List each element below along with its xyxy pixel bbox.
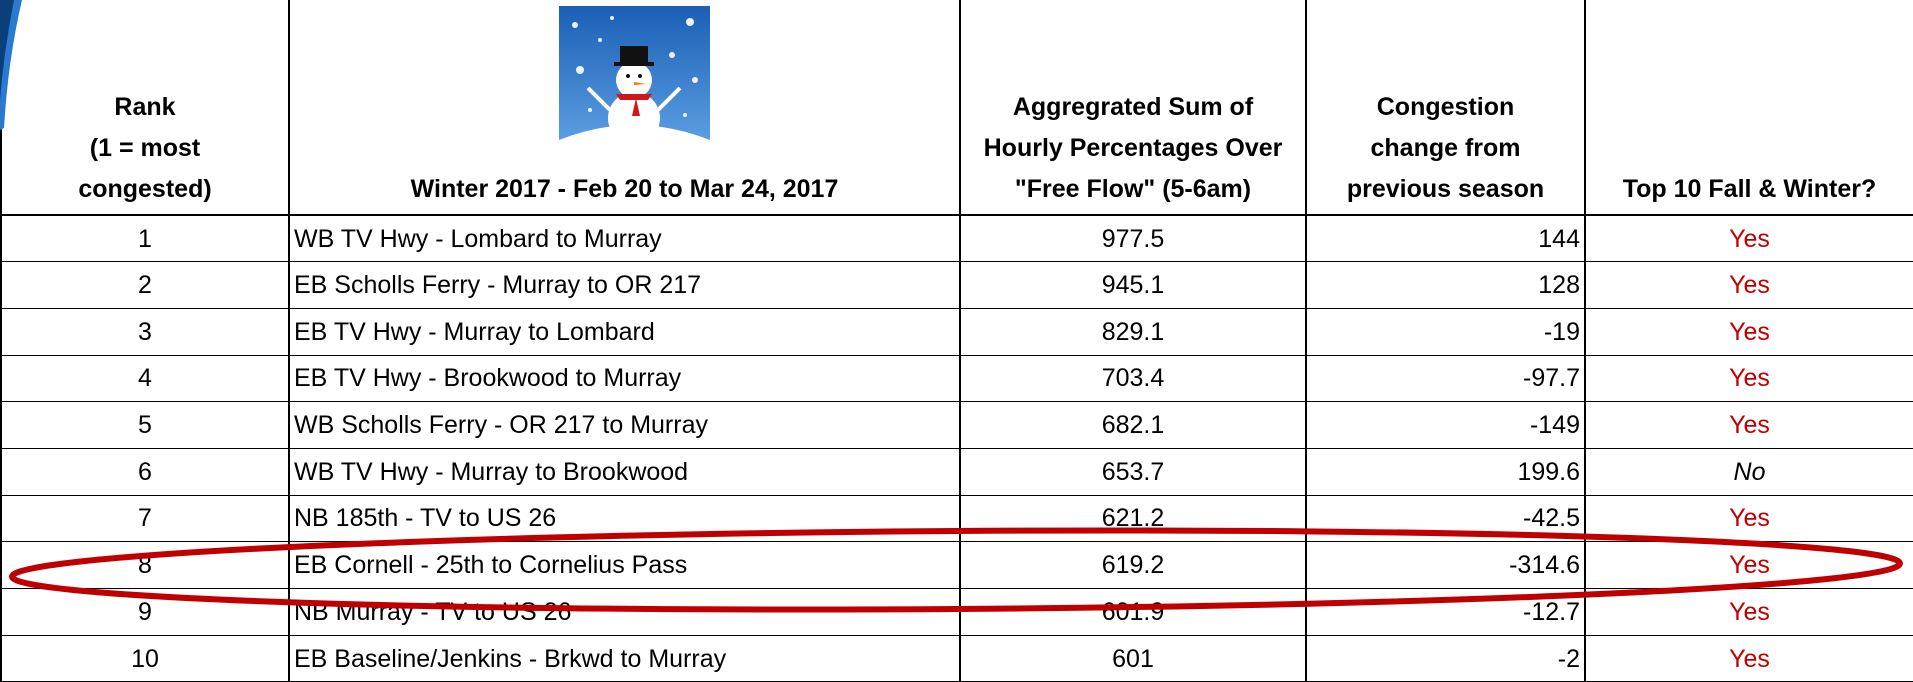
cell: -314.6 <box>1305 541 1586 589</box>
data-row: 10 EB Baseline/Jenkins - Brkwd to Murray 6… <box>0 634 1913 682</box>
cell: 10 <box>0 634 290 682</box>
cell: -19 <box>1305 307 1586 356</box>
data-row: 6 WB TV Hwy - Murray to Brookwood 653.7 199… <box>0 447 1913 496</box>
cell: 7 <box>0 494 290 543</box>
cell: 6 <box>0 447 290 496</box>
cell: 703.4 <box>959 354 1307 403</box>
header-cell: Congestion change from previous season <box>1305 0 1586 216</box>
cell: WB TV Hwy - Murray to Brookwood <box>288 447 961 496</box>
cell: 1 <box>0 214 290 263</box>
data-row: 1 WB TV Hwy - Lombard to Murray 977.5 144 Ye… <box>0 214 1913 263</box>
header-line: "Free Flow" (5-6am) <box>1014 175 1252 203</box>
cell: Yes <box>1584 401 1913 449</box>
cell: -42.5 <box>1305 494 1586 543</box>
cell: 4 <box>0 354 290 403</box>
cell: Yes <box>1584 261 1913 309</box>
data-row: 8 EB Cornell - 25th to Cornelius Pass 619.… <box>0 541 1913 589</box>
cell: 829.1 <box>959 307 1307 356</box>
header-cell: Top 10 Fall & Winter? <box>1584 0 1913 216</box>
cell: 977.5 <box>959 214 1307 263</box>
header-line: Hourly Percentages Over <box>983 134 1283 162</box>
data-row: 2 EB Scholls Ferry - Murray to OR 217 945.… <box>0 261 1913 309</box>
cell: 619.2 <box>959 541 1307 589</box>
header-line: change from <box>1370 134 1521 162</box>
cell: WB Scholls Ferry - OR 217 to Murray <box>288 401 961 449</box>
cell: EB Cornell - 25th to Cornelius Pass <box>288 541 961 589</box>
cell: -12.7 <box>1305 588 1586 636</box>
header-line: Congestion <box>1376 93 1515 121</box>
data-row: 9 NB Murray - TV to US 26 601.9 -12.7 Yes <box>0 588 1913 636</box>
cell: 2 <box>0 261 290 309</box>
cell: 8 <box>0 541 290 589</box>
cell: Yes <box>1584 541 1913 589</box>
data-row: 7 NB 185th - TV to US 26 621.2 -42.5 Yes <box>0 494 1913 543</box>
cell: Yes <box>1584 354 1913 403</box>
cell: -2 <box>1305 634 1586 682</box>
cell: NB 185th - TV to US 26 <box>288 494 961 543</box>
header-line: (1 = most <box>89 134 201 162</box>
header-row: Rank (1 = most congested) Winter 2017 - Feb… <box>0 0 1913 216</box>
header-line: congested) <box>78 175 212 203</box>
cell: 653.7 <box>959 447 1307 496</box>
cell: EB Scholls Ferry - Murray to OR 217 <box>288 261 961 309</box>
header-cell: Aggregrated Sum of Hourly Percentages Ove… <box>959 0 1307 216</box>
cell: 601.9 <box>959 588 1307 636</box>
cell: 144 <box>1305 214 1586 263</box>
cell: 199.6 <box>1305 447 1586 496</box>
cell: 3 <box>0 307 290 356</box>
cell: 621.2 <box>959 494 1307 543</box>
cell: No <box>1584 447 1913 496</box>
cell: EB TV Hwy - Brookwood to Murray <box>288 354 961 403</box>
cell: 5 <box>0 401 290 449</box>
cell: -149 <box>1305 401 1586 449</box>
cell: Yes <box>1584 634 1913 682</box>
cell: 601 <box>959 634 1307 682</box>
header-line: previous season <box>1346 175 1545 203</box>
cell: Yes <box>1584 494 1913 543</box>
header-line: Top 10 Fall & Winter? <box>1622 175 1877 203</box>
header-line: Winter 2017 - Feb 20 to Mar 24, 2017 <box>410 175 839 203</box>
cell: 945.1 <box>959 261 1307 309</box>
cell: EB Baseline/Jenkins - Brkwd to Murray <box>288 634 961 682</box>
cell: 9 <box>0 588 290 636</box>
cell: WB TV Hwy - Lombard to Murray <box>288 214 961 263</box>
cell: EB TV Hwy - Murray to Lombard <box>288 307 961 356</box>
cell: Yes <box>1584 588 1913 636</box>
header-line: Aggregrated Sum of <box>1012 93 1254 121</box>
header-line: Rank <box>114 93 176 121</box>
cell: -97.7 <box>1305 354 1586 403</box>
cell: Yes <box>1584 214 1913 263</box>
header-cell: Winter 2017 - Feb 20 to Mar 24, 2017 <box>288 0 961 216</box>
cell: 128 <box>1305 261 1586 309</box>
data-row: 5 WB Scholls Ferry - OR 217 to Murray 682.… <box>0 401 1913 449</box>
cell: 682.1 <box>959 401 1307 449</box>
data-row: 3 EB TV Hwy - Murray to Lombard 829.1 -19 Ye… <box>0 307 1913 356</box>
cell: Yes <box>1584 307 1913 356</box>
data-row: 4 EB TV Hwy - Brookwood to Murray 703.4 -97… <box>0 354 1913 403</box>
header-cell: Rank (1 = most congested) <box>0 0 290 216</box>
cell: NB Murray - TV to US 26 <box>288 588 961 636</box>
